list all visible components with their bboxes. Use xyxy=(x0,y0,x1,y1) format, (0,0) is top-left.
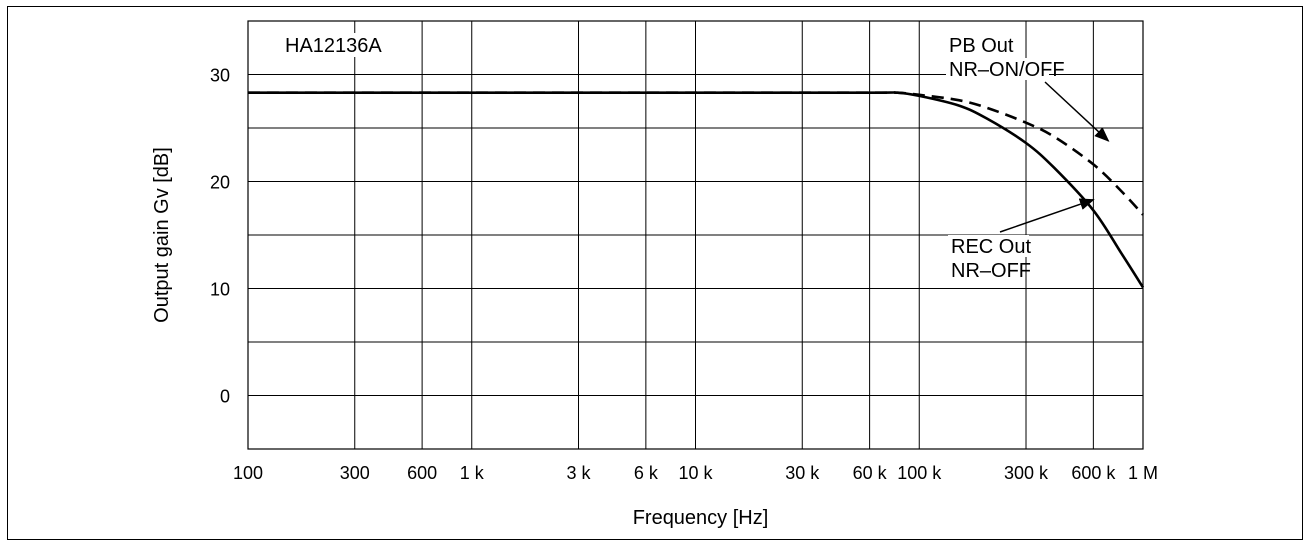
y-axis-ticks: 30 20 10 0 xyxy=(210,66,230,407)
annotation-arrow xyxy=(999,198,1095,233)
x-tick-label: 1 k xyxy=(460,463,485,483)
annotation-text-bg xyxy=(946,58,1049,80)
x-tick-label: 30 k xyxy=(785,463,820,483)
x-tick-label: 300 k xyxy=(1004,463,1049,483)
annotation-text: REC Out xyxy=(951,236,1031,258)
annotation-text: NR–ON/OFF xyxy=(949,59,1065,81)
x-tick-label: 3 k xyxy=(566,463,591,483)
figure-frame xyxy=(7,6,1303,540)
x-tick-label: 60 k xyxy=(853,463,888,483)
annotation-text-bg xyxy=(948,259,1018,281)
x-tick-label: 10 k xyxy=(678,463,713,483)
x-tick-label: 600 k xyxy=(1071,463,1116,483)
series xyxy=(248,91,1145,289)
annotation-text-bg xyxy=(948,235,1029,257)
plot-area-border xyxy=(247,20,1144,450)
y-axis-label: Output gain Gv [dB] xyxy=(151,147,173,323)
series-line-solid xyxy=(248,91,1145,289)
x-tick-label: 300 xyxy=(340,463,370,483)
y-tick-label: 10 xyxy=(210,280,230,300)
y-tick-label: 0 xyxy=(220,387,230,407)
x-tick-label: 100 xyxy=(233,463,263,483)
y-tick-label: 20 xyxy=(210,173,230,193)
x-tick-label: 1 M xyxy=(1128,463,1158,483)
x-tick-label: 100 k xyxy=(897,463,942,483)
y-tick-label: 30 xyxy=(210,66,230,86)
annotation-arrow xyxy=(1044,81,1110,142)
x-axis-ticks: 100 300 600 1 k 3 k 6 k 10 k 30 k 60 k 100 k 300 k… xyxy=(233,463,1158,483)
x-tick-label: 6 k xyxy=(634,463,659,483)
annotation-text: PB Out xyxy=(949,35,1014,57)
x-axis-label: Frequency [Hz] xyxy=(633,507,769,529)
annotation-text: NR–OFF xyxy=(951,260,1031,282)
chart-label-bg xyxy=(281,33,377,57)
annotation-text-bg xyxy=(946,34,1016,56)
chart-label: HA12136A xyxy=(285,35,382,57)
x-tick-label: 600 xyxy=(407,463,437,483)
